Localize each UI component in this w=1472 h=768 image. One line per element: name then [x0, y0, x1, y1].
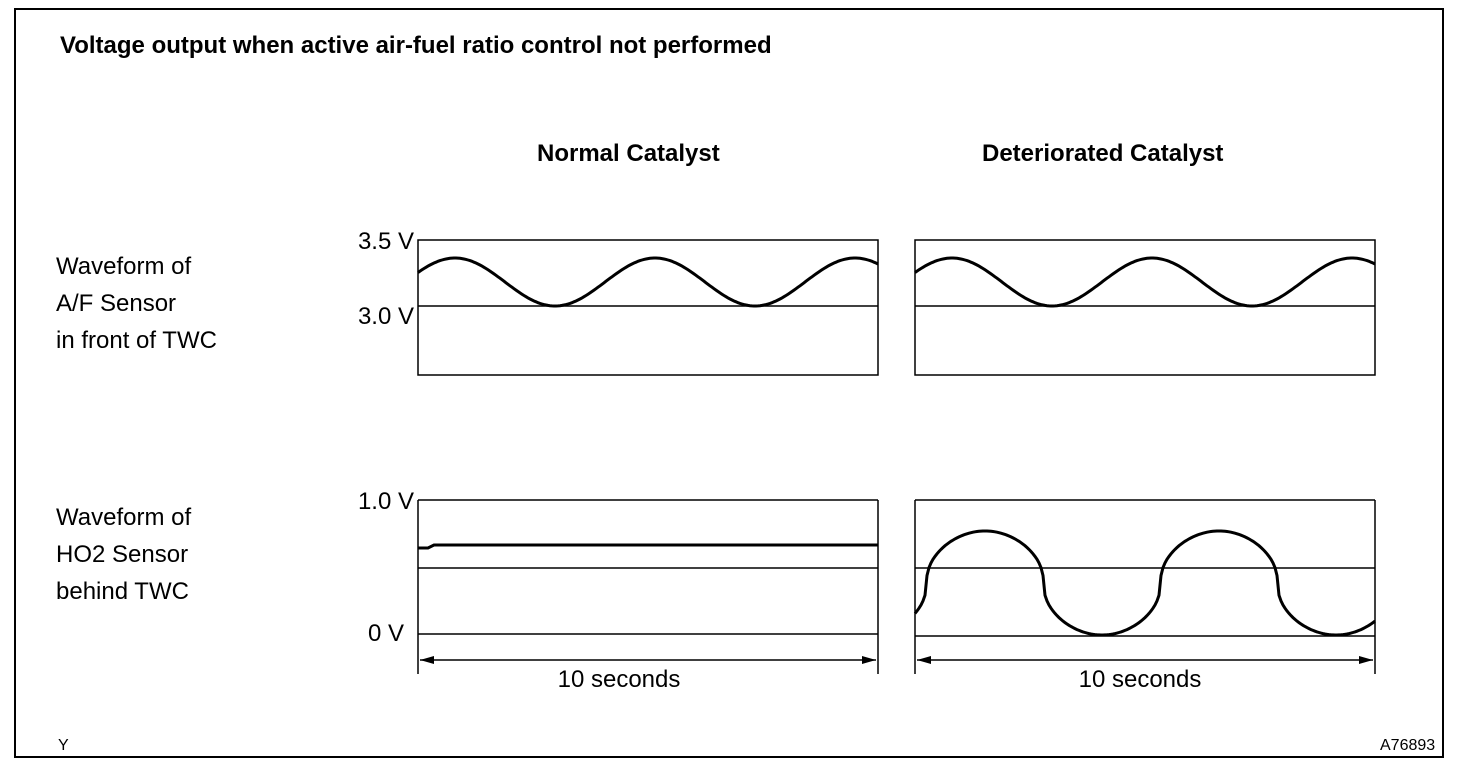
ho2-y-label-top: 1.0 V — [357, 488, 414, 515]
af-deteriorated-waveform — [914, 256, 1376, 308]
af-normal-waveform — [417, 256, 879, 308]
af-normal-panel — [417, 239, 879, 376]
figure-id-label: A76893 — [1380, 737, 1436, 754]
figure-title: Voltage output when active air-fuel rati… — [60, 32, 772, 59]
ho2-deteriorated-waveform — [913, 529, 1376, 637]
time-span-label-normal: 10 seconds — [557, 666, 681, 693]
ho2-label-line-1: Waveform of — [56, 504, 192, 531]
af-sensor-row-label: Waveform of A/F Sensor in front of TWC — [56, 248, 217, 359]
af-y-label-top: 3.5 V — [357, 228, 414, 255]
ho2-sensor-row-label: Waveform of HO2 Sensor behind TWC — [56, 499, 191, 610]
af-label-line-1: Waveform of — [56, 253, 192, 280]
ho2-normal-waveform — [418, 543, 878, 550]
af-deteriorated-panel — [914, 239, 1376, 376]
corner-mark-left: Y — [58, 737, 69, 754]
column-heading-normal: Normal Catalyst — [537, 140, 720, 167]
af-label-line-2: A/F Sensor — [56, 290, 177, 317]
af-label-line-3: in front of TWC — [56, 327, 217, 354]
ho2-label-line-2: HO2 Sensor — [56, 541, 189, 568]
af-y-label-ref: 3.0 V — [357, 303, 414, 330]
column-heading-deteriorated: Deteriorated Catalyst — [982, 140, 1224, 167]
figure-frame — [14, 8, 1444, 758]
ho2-label-line-3: behind TWC — [56, 578, 189, 605]
time-span-label-deteriorated: 10 seconds — [1078, 666, 1202, 693]
ho2-y-label-bottom: 0 V — [367, 620, 404, 647]
